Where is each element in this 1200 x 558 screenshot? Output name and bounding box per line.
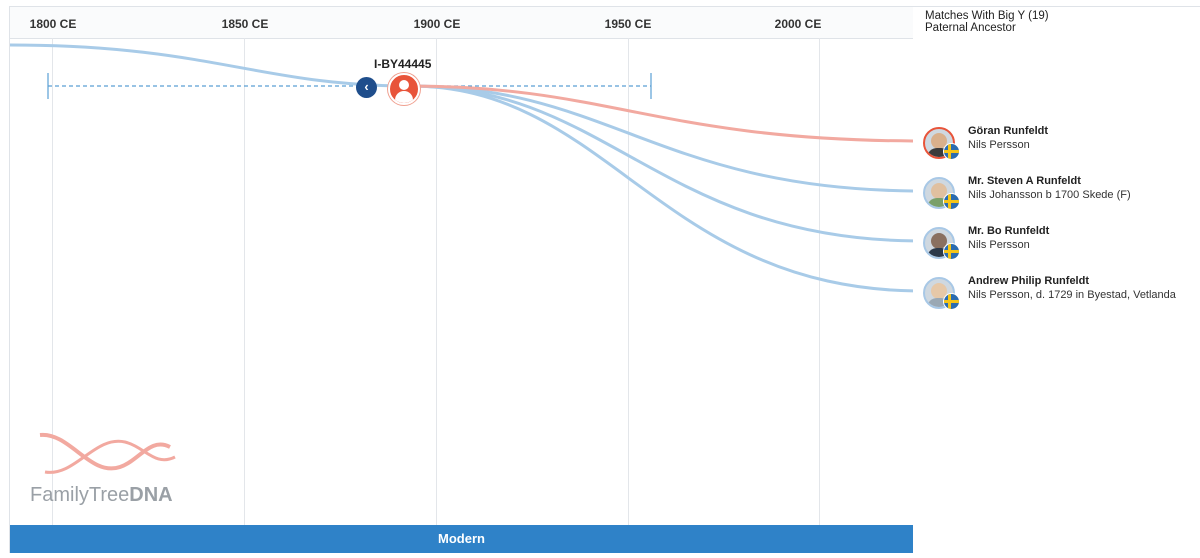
match-branch [409,84,913,293]
match-name[interactable]: Mr. Steven A Runfeldt [968,175,1081,187]
gridline [52,38,53,525]
match-ancestor: Nils Persson, d. 1729 in Byestad, Vetlan… [968,289,1176,301]
match-item[interactable]: Mr. Steven A Runfeldt Nils Johansson b 1… [923,175,1200,210]
haplogroup-label: I-BY44445 [374,57,432,71]
logo-text: FamilyTree [30,484,130,506]
dna-helix-icon [39,432,176,474]
era-bar: Modern [10,525,913,553]
match-item[interactable]: Mr. Bo Runfeldt Nils Persson [923,225,1200,260]
lineage-branches [10,43,913,293]
match-name[interactable]: Göran Runfeldt [968,125,1049,137]
gridline [628,38,629,525]
match-branch-highlighted [409,84,913,143]
year-label: 1850 CE [221,17,269,31]
panel-title: Matches With Big Y (19) [925,10,1049,22]
year-label: 1950 CE [604,17,652,31]
person-icon[interactable] [388,73,420,105]
gridline [436,38,437,525]
gridline [244,38,245,525]
panel-header: Matches With Big Y (19) Paternal Ancesto… [925,10,1049,34]
logo-text-bold: DNA [129,484,173,506]
match-ancestor: Nils Persson [968,239,1030,251]
sweden-flag-icon [943,143,960,160]
year-label: 2000 CE [774,17,822,31]
chevron-left-icon[interactable]: ‹ [356,77,377,98]
match-ancestor: Nils Persson [968,139,1030,151]
match-ancestor: Nils Johansson b 1700 Skede (F) [968,189,1131,201]
match-name[interactable]: Mr. Bo Runfeldt [968,225,1050,237]
ancestral-branch [10,43,411,88]
match-item[interactable]: Andrew Philip Runfeldt Nils Persson, d. … [923,275,1200,310]
panel-subtitle: Paternal Ancestor [925,22,1016,34]
match-branch [409,84,913,193]
time-axis: 1800 CE 1850 CE 1900 CE 1950 CE 2000 CE [10,7,913,39]
match-branch [409,84,913,243]
timeline-chart: 1800 CE 1850 CE 1900 CE 1950 CE 2000 CE … [9,6,913,553]
sweden-flag-icon [943,193,960,210]
year-label: 1900 CE [413,17,461,31]
match-item[interactable]: Göran Runfeldt Nils Persson [923,125,1200,160]
sweden-flag-icon [943,293,960,310]
match-name[interactable]: Andrew Philip Runfeldt [968,275,1089,287]
sweden-flag-icon [943,243,960,260]
matches-panel: Matches With Big Y (19) Paternal Ancesto… [913,6,1200,558]
year-label: 1800 CE [29,17,77,31]
gridline [819,38,820,525]
familytreedna-logo: FamilyTreeDNA [30,427,190,517]
